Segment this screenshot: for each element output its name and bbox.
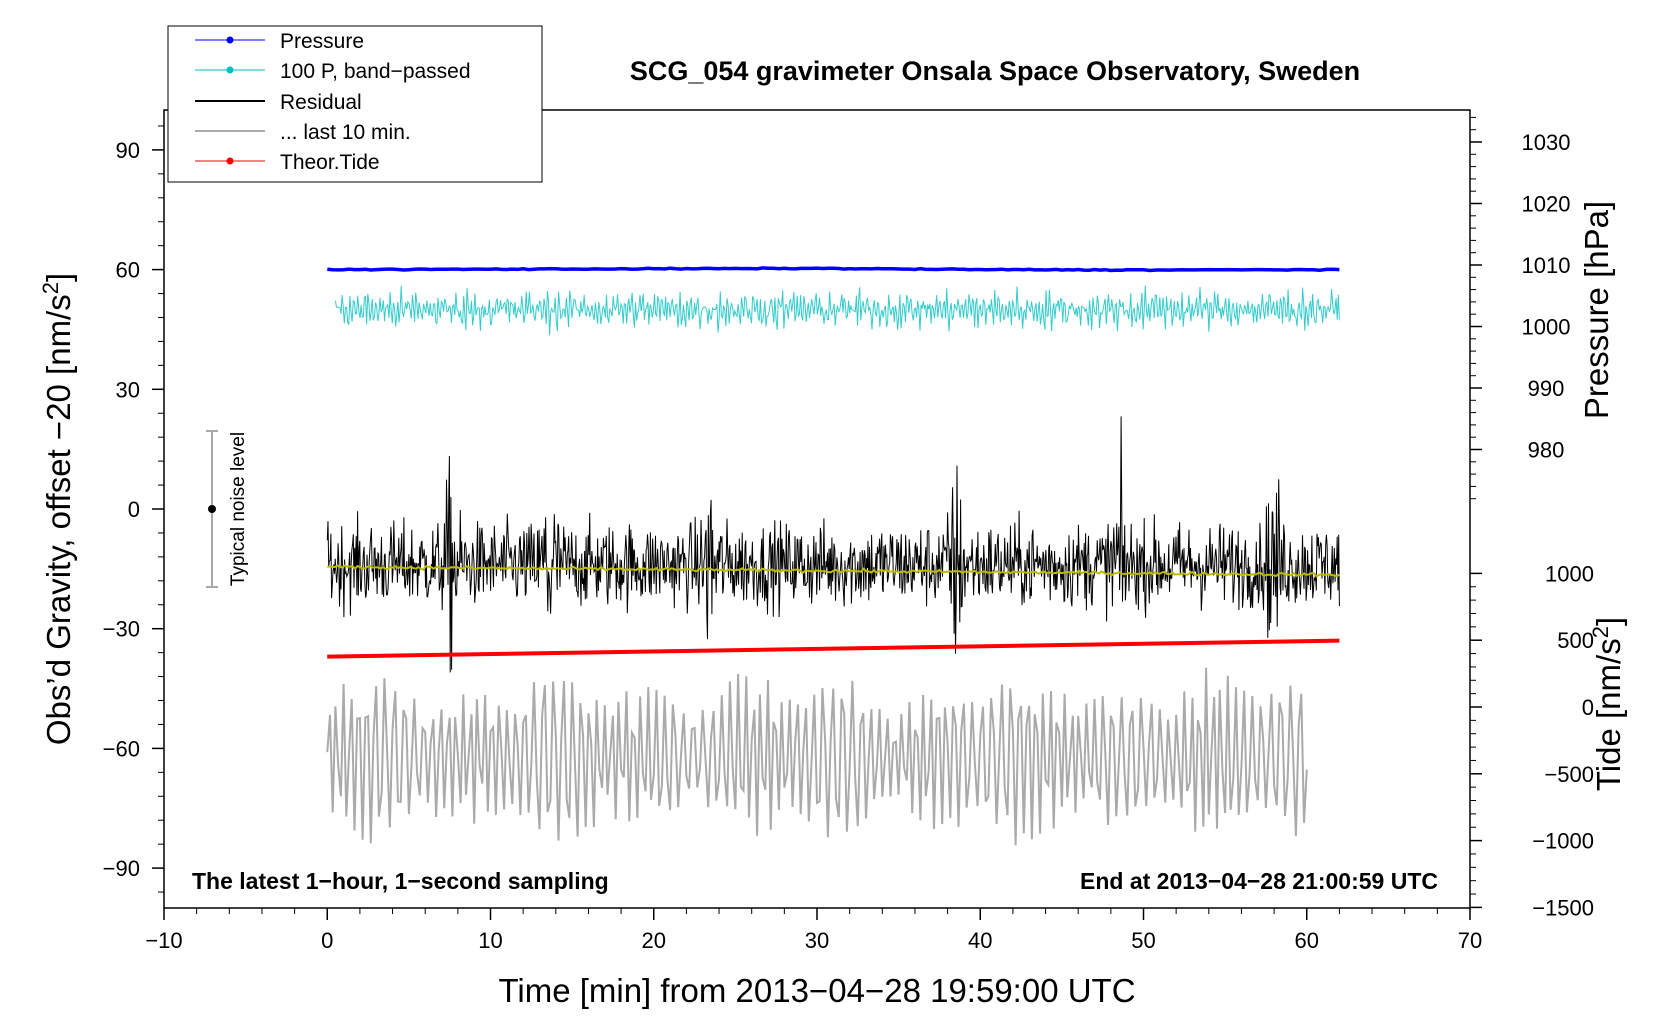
legend-marker-pressure xyxy=(226,36,234,44)
series-residual xyxy=(326,416,1340,673)
legend-label-pressure: Pressure xyxy=(280,30,364,53)
legend-marker-tide xyxy=(226,157,234,165)
legend-marker-bandpassed xyxy=(226,66,234,74)
x-tick-label: 60 xyxy=(1295,928,1319,953)
y-tick-label-pressure: 1010 xyxy=(1522,253,1571,278)
y-tick-label-tide: 1000 xyxy=(1545,561,1594,586)
series-theor-tide xyxy=(327,638,1340,659)
y-tick-label-left: −30 xyxy=(103,617,140,642)
series-layer xyxy=(326,266,1340,846)
y-tick-label-left: 90 xyxy=(116,138,140,163)
ticks-layer: −10 0 10 20 30 40 50 60 70−90−60−300306090980990… xyxy=(103,116,1594,953)
series-pressure xyxy=(327,266,1340,273)
y-tick-label-tide: −1000 xyxy=(1532,829,1594,854)
x-tick-label: 20 xyxy=(642,928,666,953)
x-tick-label: −10 xyxy=(145,928,182,953)
y-tick-label-pressure: 1000 xyxy=(1522,315,1571,340)
y-tick-label-left: 0 xyxy=(128,497,140,522)
legend: Pressure 100 P, band−passed Residual ...… xyxy=(167,25,543,183)
noise-bar-label: Typical noise level xyxy=(228,432,249,586)
y-tick-label-left: 30 xyxy=(116,377,140,402)
series-residual-smoothed xyxy=(327,564,1340,578)
y-tick-label-pressure: 1030 xyxy=(1522,130,1571,155)
x-tick-label: 30 xyxy=(805,928,829,953)
y-axis-label-tide-close: ] xyxy=(1590,617,1627,626)
y-tick-label-left: −60 xyxy=(103,736,140,761)
y-tick-label-pressure: 990 xyxy=(1528,376,1565,401)
x-tick-label: 70 xyxy=(1458,928,1482,953)
y-axis-label-tide-main: Tide [nm/s xyxy=(1590,638,1627,791)
noise-bar-center-dot xyxy=(208,505,216,513)
y-axis-label-left: Obs’d Gravity, offset −20 [nm/s2] xyxy=(38,273,77,745)
series-last-10-min xyxy=(326,667,1308,846)
legend-label-bandpassed: 100 P, band−passed xyxy=(280,60,471,83)
x-axis-label: Time [min] from 2013−04−28 19:59:00 UTC xyxy=(498,972,1135,1009)
y-axis-label-left-sup: 2 xyxy=(38,282,63,294)
chart-title: SCG_054 gravimeter Onsala Space Observat… xyxy=(630,56,1360,86)
annotation-left: The latest 1−hour, 1−second sampling xyxy=(192,868,609,894)
y-axis-label-pressure: Pressure [hPa] xyxy=(1578,201,1615,419)
y-tick-label-tide: −500 xyxy=(1544,762,1594,787)
x-tick-label: 0 xyxy=(321,928,333,953)
legend-label-last10: ... last 10 min. xyxy=(280,121,411,144)
series-band-passed xyxy=(334,285,1340,336)
y-tick-label-tide: −1500 xyxy=(1532,895,1594,920)
x-tick-label: 50 xyxy=(1131,928,1155,953)
legend-box xyxy=(167,25,543,183)
legend-label-residual: Residual xyxy=(280,91,362,114)
noise-bar: Typical noise level xyxy=(206,430,249,588)
y-tick-label-tide: 500 xyxy=(1557,628,1594,653)
y-tick-label-pressure: 980 xyxy=(1528,438,1565,463)
y-tick-label-left: −90 xyxy=(103,856,140,881)
y-axis-label-left-main: Obs’d Gravity, offset −20 [nm/s xyxy=(40,294,77,745)
y-axis-label-left-close: ] xyxy=(40,273,77,282)
x-tick-label: 10 xyxy=(478,928,502,953)
y-axis-label-tide: Tide [nm/s2] xyxy=(1588,617,1627,791)
legend-label-tide: Theor.Tide xyxy=(280,151,380,174)
y-axis-label-tide-sup: 2 xyxy=(1588,626,1613,638)
x-tick-label: 40 xyxy=(968,928,992,953)
y-tick-label-pressure: 1020 xyxy=(1522,192,1571,217)
y-tick-label-tide: 0 xyxy=(1582,695,1594,720)
annotation-right: End at 2013−04−28 21:00:59 UTC xyxy=(1080,868,1438,894)
y-tick-label-left: 60 xyxy=(116,258,140,283)
